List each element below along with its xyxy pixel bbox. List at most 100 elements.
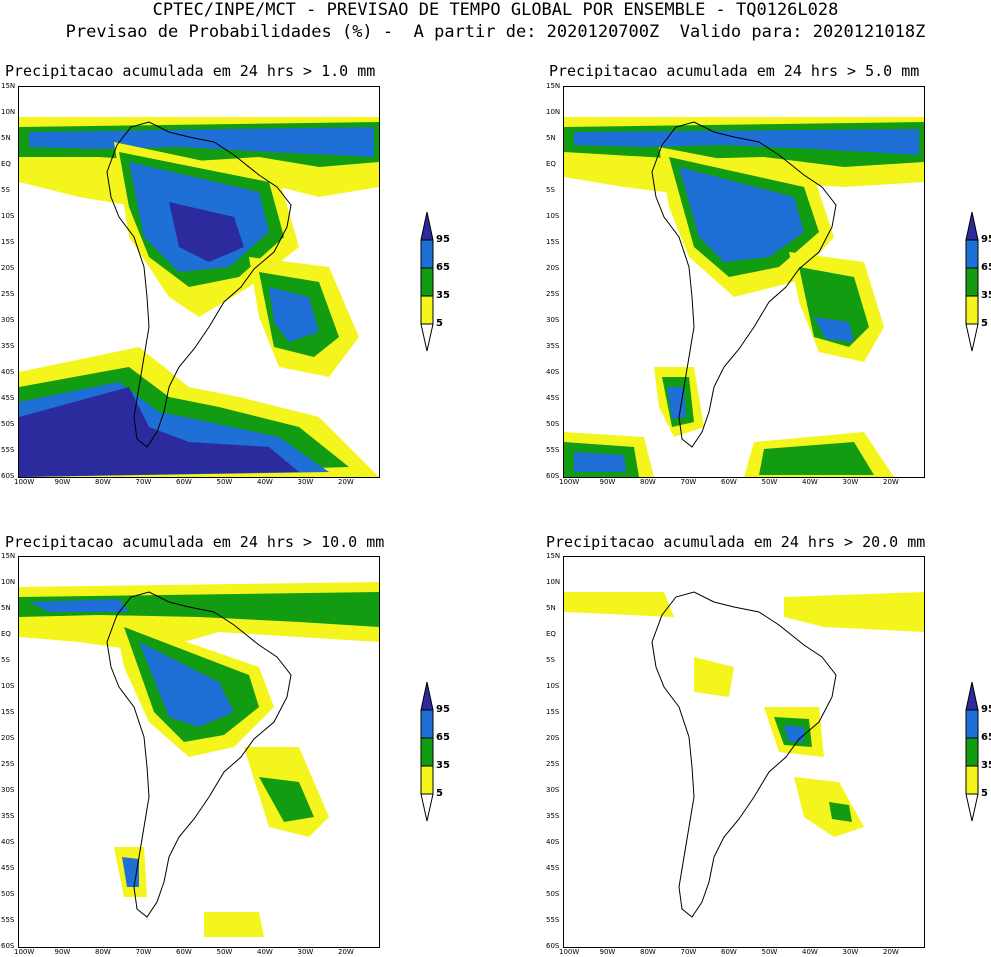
lon-label: 40W bbox=[802, 948, 818, 956]
lat-label: 25S bbox=[1, 760, 15, 768]
lat-label: 15N bbox=[546, 82, 561, 90]
panel-1-map bbox=[18, 86, 380, 478]
lat-label: 50S bbox=[1, 890, 15, 898]
colorbar-label: 65 bbox=[436, 262, 450, 273]
lat-label: 5S bbox=[546, 186, 555, 194]
probability-contour-c5 bbox=[794, 777, 864, 837]
lat-label: 40S bbox=[1, 838, 15, 846]
figure-subtitle: Previsao de Probabilidades (%) - A parti… bbox=[65, 22, 926, 42]
lat-label: EQ bbox=[1, 160, 11, 168]
lat-label: 50S bbox=[546, 420, 560, 428]
lat-label: 15S bbox=[546, 708, 560, 716]
colorbar-label: 5 bbox=[981, 318, 988, 329]
lat-label: 30S bbox=[1, 786, 15, 794]
lat-label: 25S bbox=[546, 760, 560, 768]
lat-label: 15N bbox=[1, 552, 16, 560]
lon-label: 20W bbox=[883, 948, 899, 956]
probability-contour-c65 bbox=[574, 129, 919, 155]
panel-4-map bbox=[563, 556, 925, 948]
lat-label: 40S bbox=[1, 368, 15, 376]
colorbar-label: 65 bbox=[981, 262, 991, 273]
colorbar-top-arrow bbox=[965, 212, 979, 241]
colorbar-bottom-arrow bbox=[965, 323, 979, 352]
lon-label: 60W bbox=[721, 948, 737, 956]
panel-4-title: Precipitacao acumulada em 24 hrs > 20.0 … bbox=[546, 533, 926, 551]
colorbar-label: 5 bbox=[436, 318, 443, 329]
lon-label: 80W bbox=[640, 478, 656, 486]
lon-label: 60W bbox=[721, 478, 737, 486]
colorbar-segment bbox=[965, 295, 979, 325]
probability-contour-c65 bbox=[679, 167, 804, 262]
colorbar-label: 5 bbox=[981, 788, 988, 799]
colorbar-segment bbox=[965, 267, 979, 297]
colorbar-segment bbox=[420, 295, 434, 325]
lat-label: 5S bbox=[1, 656, 10, 664]
lat-label: 10S bbox=[546, 682, 560, 690]
lon-label: 50W bbox=[761, 478, 778, 486]
colorbar-label: 95 bbox=[436, 234, 450, 245]
probability-contour-c65 bbox=[139, 642, 234, 727]
colorbar-label: 35 bbox=[981, 290, 991, 301]
coastline bbox=[651, 121, 837, 448]
lat-label: 25S bbox=[1, 290, 15, 298]
panel-3-map bbox=[18, 556, 380, 948]
colorbar-label: 65 bbox=[436, 732, 450, 743]
lat-label: 20S bbox=[546, 264, 560, 272]
lat-label: 50S bbox=[546, 890, 560, 898]
lat-label: 5N bbox=[546, 604, 556, 612]
lat-label: 15S bbox=[1, 708, 15, 716]
lon-label: 80W bbox=[640, 948, 656, 956]
colorbar-bottom-arrow bbox=[420, 323, 434, 352]
colorbar-top-arrow bbox=[420, 682, 434, 711]
lat-label: 30S bbox=[1, 316, 15, 324]
lon-label: 50W bbox=[216, 478, 233, 486]
colorbar-segment bbox=[420, 737, 434, 767]
lat-label: 20S bbox=[1, 264, 15, 272]
panel-2-map bbox=[563, 86, 925, 478]
lat-label: 60S bbox=[1, 472, 15, 480]
coastline bbox=[106, 591, 292, 918]
probability-contour-c65 bbox=[269, 287, 319, 342]
probability-contour-c65 bbox=[29, 599, 129, 612]
probability-contour-c65 bbox=[667, 387, 686, 419]
lat-label: 50S bbox=[1, 420, 15, 428]
lat-label: 45S bbox=[546, 864, 560, 872]
probability-contour-c65 bbox=[814, 317, 854, 342]
lon-label: 30W bbox=[297, 948, 314, 956]
lat-label: 15N bbox=[1, 82, 16, 90]
lat-label: 5N bbox=[1, 134, 11, 142]
lat-label: 10S bbox=[1, 212, 15, 220]
lat-label: 15S bbox=[546, 238, 560, 246]
colorbar-top-arrow bbox=[420, 212, 434, 241]
lat-label: 35S bbox=[546, 342, 560, 350]
lat-label: 30S bbox=[546, 316, 560, 324]
probability-contour-c5 bbox=[784, 592, 924, 632]
colorbar-label: 35 bbox=[436, 290, 450, 301]
colorbar-label: 35 bbox=[981, 760, 991, 771]
lat-label: 20S bbox=[1, 734, 15, 742]
lat-label: 45S bbox=[546, 394, 560, 402]
lat-label: EQ bbox=[546, 630, 556, 638]
colorbar-segment bbox=[420, 267, 434, 297]
lon-label: 80W bbox=[95, 478, 111, 486]
lat-label: 35S bbox=[546, 812, 560, 820]
lon-label: 20W bbox=[338, 948, 354, 956]
lat-label: 55S bbox=[546, 916, 560, 924]
lon-label: 40W bbox=[257, 478, 273, 486]
lat-label: 10S bbox=[546, 212, 560, 220]
lon-label: 30W bbox=[297, 478, 314, 486]
lat-label: EQ bbox=[546, 160, 556, 168]
lon-label: 70W bbox=[135, 948, 152, 956]
lat-label: 45S bbox=[1, 864, 15, 872]
lon-label: 100W bbox=[14, 948, 35, 956]
lat-label: 30S bbox=[546, 786, 560, 794]
lat-label: 5N bbox=[546, 134, 556, 142]
colorbar-label: 5 bbox=[436, 788, 443, 799]
panel-2-title: Precipitacao acumulada em 24 hrs > 5.0 m… bbox=[549, 62, 920, 80]
lat-label: 10N bbox=[1, 108, 16, 116]
colorbar-label: 95 bbox=[981, 234, 991, 245]
lat-label: EQ bbox=[1, 630, 11, 638]
lon-label: 70W bbox=[680, 948, 697, 956]
lon-label: 100W bbox=[559, 948, 580, 956]
lon-label: 70W bbox=[680, 478, 697, 486]
